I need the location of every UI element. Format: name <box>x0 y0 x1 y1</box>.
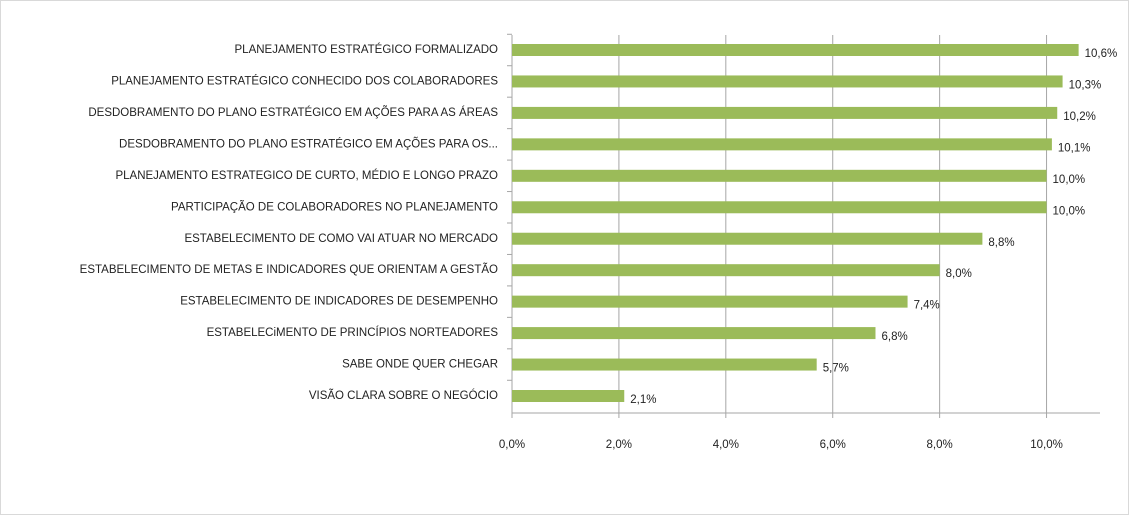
bar <box>512 295 908 308</box>
bar <box>512 44 1079 56</box>
y-tick-label: DESDOBRAMENTO DO PLANO ESTRATÉGICO EM AÇ… <box>119 137 498 150</box>
y-tick-label: PARTICIPAÇÃO DE COLABORADORES NO PLANEJA… <box>171 200 498 213</box>
y-tick-label: DESDOBRAMENTO DO PLANO ESTRATÉGICO EM AÇ… <box>88 106 498 119</box>
data-label: 10,6% <box>1085 48 1118 60</box>
bar <box>512 169 1047 182</box>
y-tick-label: ESTABELECIMENTO DE INDICADORES DE DESEMP… <box>180 296 498 308</box>
y-tick-label: ESTABELECIMENTO DE METAS E INDICADORES Q… <box>80 263 498 276</box>
bar <box>512 106 1058 119</box>
y-tick-label: ESTABELECIMENTO DE COMO VAI ATUAR NO MER… <box>184 233 498 245</box>
data-label: 10,3% <box>1069 79 1102 91</box>
data-label: 10,0% <box>1053 205 1086 217</box>
x-tick-label: 0,0% <box>499 439 525 451</box>
data-label: 8,0% <box>946 268 972 280</box>
bar <box>512 232 983 245</box>
y-tick-label: ESTABELECiMENTO DE PRINCÍPIOS NORTEADORE… <box>207 326 499 339</box>
data-label: 2,1% <box>630 394 656 406</box>
y-tick-label: VISÃO CLARA SOBRE O NEGÓCIO <box>309 389 498 402</box>
data-label: 10,0% <box>1053 174 1086 186</box>
data-label: 7,4% <box>914 300 940 312</box>
bar <box>512 358 817 371</box>
data-label: 5,7% <box>823 363 849 375</box>
bar <box>512 327 876 340</box>
y-tick-label: PLANEJAMENTO ESTRATÉGICO CONHECIDO DOS C… <box>111 74 498 87</box>
x-tick-label: 2,0% <box>606 439 632 451</box>
y-tick-label: PLANEJAMENTO ESTRATEGICO DE CURTO, MÉDIO… <box>115 169 498 182</box>
bar <box>512 264 940 277</box>
data-label: 10,1% <box>1058 142 1091 154</box>
data-label: 10,2% <box>1063 111 1096 123</box>
bar <box>512 138 1052 151</box>
data-label: 6,8% <box>881 331 907 343</box>
bar <box>512 201 1047 214</box>
y-tick-label: SABE ONDE QUER CHEGAR <box>342 359 498 371</box>
bar <box>512 390 625 402</box>
bar <box>512 75 1063 88</box>
x-tick-label: 6,0% <box>820 439 846 451</box>
y-tick-label: PLANEJAMENTO ESTRATÉGICO FORMALIZADO <box>235 43 499 56</box>
x-tick-label: 4,0% <box>713 439 739 451</box>
data-label: 8,8% <box>988 237 1014 249</box>
x-tick-label: 8,0% <box>927 439 953 451</box>
x-tick-label: 10,0% <box>1030 439 1063 451</box>
